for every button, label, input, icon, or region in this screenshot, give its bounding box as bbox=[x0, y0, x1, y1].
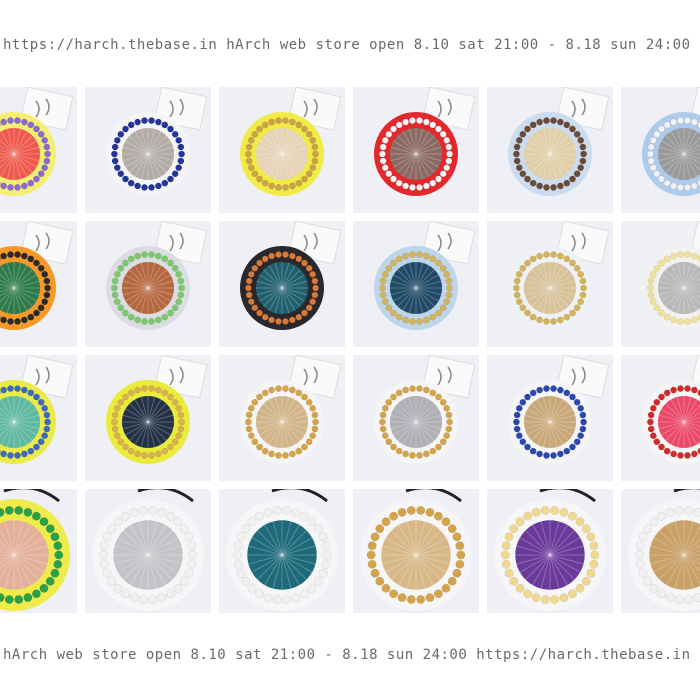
product-photo bbox=[85, 87, 211, 213]
product-photo bbox=[85, 355, 211, 481]
product-photo bbox=[487, 221, 613, 347]
product-photo bbox=[85, 221, 211, 347]
product-photo bbox=[219, 355, 345, 481]
product-photo bbox=[487, 87, 613, 213]
footer-banner-text: hArch web store open 8.10 sat 21:00 - 8.… bbox=[3, 647, 691, 663]
product-photo bbox=[353, 489, 479, 613]
header-banner-text: https://harch.thebase.in hArch web store… bbox=[3, 37, 691, 53]
product-photo bbox=[621, 87, 700, 213]
product-photo bbox=[353, 355, 479, 481]
product-photo bbox=[0, 87, 77, 213]
product-photo bbox=[219, 87, 345, 213]
product-photo bbox=[621, 221, 700, 347]
product-photo bbox=[219, 221, 345, 347]
product-photo bbox=[85, 489, 211, 613]
product-photo bbox=[353, 221, 479, 347]
product-photo bbox=[0, 355, 77, 481]
product-photo bbox=[219, 489, 345, 613]
product-photo bbox=[0, 489, 77, 613]
product-photo bbox=[621, 489, 700, 613]
product-photo bbox=[487, 355, 613, 481]
product-photo bbox=[353, 87, 479, 213]
product-photo bbox=[621, 355, 700, 481]
product-photo bbox=[487, 489, 613, 613]
product-photo bbox=[0, 221, 77, 347]
